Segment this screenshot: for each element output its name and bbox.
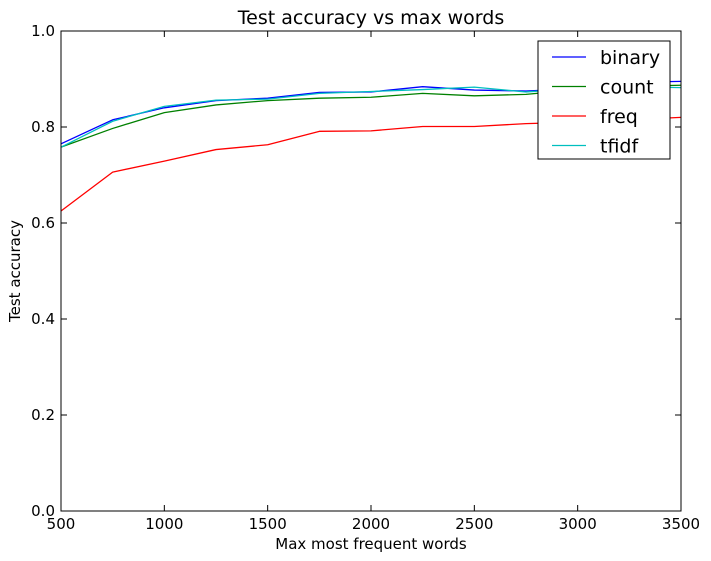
legend-label-tfidf: tfidf bbox=[600, 136, 639, 158]
y-tick-label: 0.8 bbox=[31, 118, 55, 136]
x-tick-label: 2500 bbox=[455, 515, 493, 533]
y-tick-label: 0.0 bbox=[31, 502, 55, 520]
x-axis-label: Max most frequent words bbox=[275, 535, 467, 553]
x-axis-ticks: 500 1000 1500 2000 2500 3000 3500 bbox=[47, 31, 700, 533]
x-tick-label: 3500 bbox=[662, 515, 700, 533]
legend-label-binary: binary bbox=[600, 47, 660, 69]
legend-items: binary count freq tfidf bbox=[552, 47, 660, 158]
y-axis-ticks: 0.0 0.2 0.4 0.6 0.8 1.0 bbox=[31, 22, 681, 520]
y-tick-label: 0.2 bbox=[31, 406, 55, 424]
legend-label-count: count bbox=[600, 77, 654, 99]
legend-label-freq: freq bbox=[600, 106, 638, 128]
legend-box bbox=[537, 40, 671, 160]
x-tick-label: 500 bbox=[47, 515, 76, 533]
chart-title: Test accuracy vs max words bbox=[237, 7, 504, 29]
x-tick-label: 2000 bbox=[352, 515, 390, 533]
y-tick-label: 0.4 bbox=[31, 310, 55, 328]
x-tick-label: 1000 bbox=[145, 515, 183, 533]
y-axis-label: Test accuracy bbox=[6, 220, 24, 323]
legend: binary count freq tfidf bbox=[537, 40, 671, 160]
x-tick-label: 3000 bbox=[559, 515, 597, 533]
x-tick-label: 1500 bbox=[249, 515, 287, 533]
y-tick-label: 0.6 bbox=[31, 214, 55, 232]
y-tick-label: 1.0 bbox=[31, 22, 55, 40]
